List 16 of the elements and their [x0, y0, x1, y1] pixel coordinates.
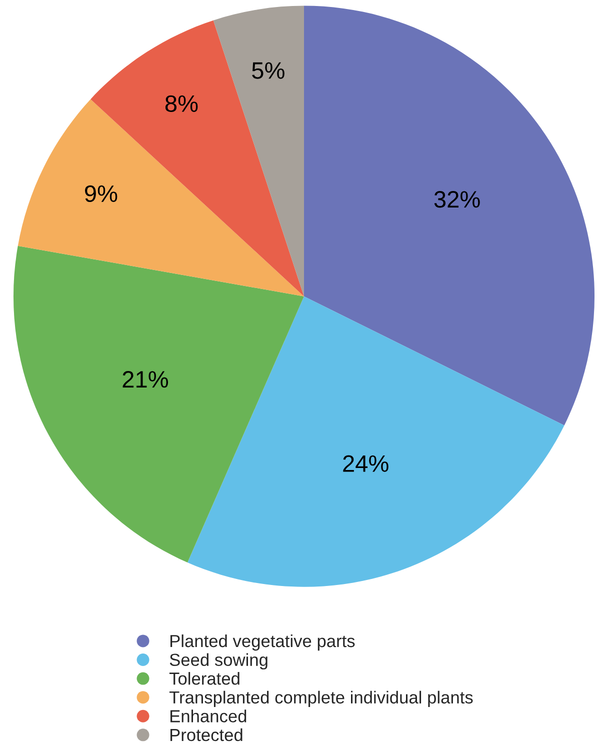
data-label: 9%: [84, 185, 118, 202]
pie-slice: [304, 6, 595, 426]
pie-slice: [188, 296, 564, 587]
legend-label: Tolerated: [169, 672, 240, 685]
legend-label: Protected: [170, 728, 242, 742]
data-label: 5%: [252, 62, 284, 79]
data-label: 24%: [343, 455, 388, 472]
legend-label: Planted vegetative parts: [170, 634, 355, 651]
legend-label: Seed sowing: [170, 653, 268, 670]
pie-slice: [213, 6, 304, 296]
pie-slice: [13, 246, 304, 562]
data-label: 8%: [165, 95, 198, 112]
legend-label: Enhanced: [170, 710, 246, 722]
data-label: 21%: [122, 371, 168, 388]
legend-label: Transplanted complete individual plants: [169, 690, 473, 708]
data-label: 32%: [434, 190, 480, 208]
